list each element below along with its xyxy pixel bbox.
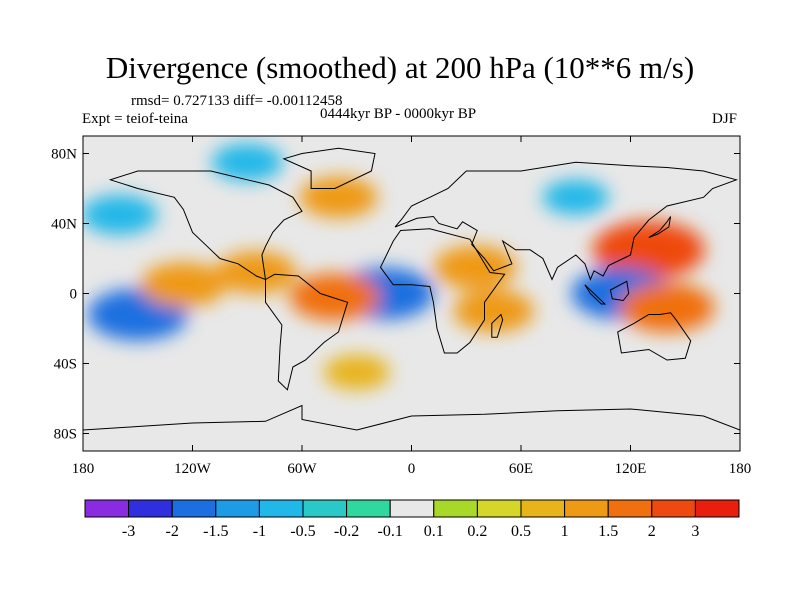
colorbar-label: 2 [648, 523, 656, 540]
colorbar-swatch [433, 499, 478, 518]
coastline-eurasia [394, 161, 739, 281]
y-tick-label: 80N [51, 147, 77, 163]
y-tick-label: 80S [54, 427, 77, 443]
y-tick-label: 0 [70, 287, 78, 303]
colorbar-label: -0.1 [378, 523, 403, 540]
coastline-sumatra [584, 284, 607, 305]
x-tick-label: 0 [408, 461, 416, 477]
colorbar-label: -1 [253, 523, 266, 540]
coastline-africa [379, 228, 506, 354]
y-tick-label: 40S [54, 357, 77, 373]
coastline-north-america [108, 170, 303, 281]
x-tick-label: 180 [72, 461, 95, 477]
colorbar-label: -1.5 [203, 523, 228, 540]
colorbar-swatch [694, 499, 740, 518]
chart-title: Divergence (smoothed) at 200 hPa (10**6 … [105, 50, 695, 85]
colorbar-label: -3 [122, 523, 135, 540]
coastline-japan [648, 216, 672, 238]
colorbar-label: 1 [561, 523, 569, 540]
feature-siberia-minimum [542, 179, 609, 215]
feature-north-pacific-minimum [83, 194, 158, 235]
feature-brazil-maximum [289, 273, 381, 321]
colorbar-swatch [215, 499, 260, 518]
colorbar-label: 0.5 [511, 523, 531, 540]
colorbar-swatch [564, 499, 609, 518]
experiment-label: Expt = teiof-teina [82, 111, 188, 127]
colorbar-swatch [651, 499, 696, 518]
coastline-borneo [609, 280, 630, 302]
colorbar-swatch [171, 499, 217, 518]
colorbar-label: 0.1 [424, 523, 444, 540]
colorbar-label: 0.2 [467, 523, 487, 540]
colorbar-swatch [84, 499, 130, 518]
field-blobs [83, 143, 715, 390]
x-tick-label: 120E [615, 461, 647, 477]
colorbar-swatch [607, 499, 653, 518]
colorbar-label: 1.5 [598, 523, 618, 540]
colorbar: -3 -2 -1.5 -1 -0.5 -0.2 -0.1 0.1 0.2 0.5 1 1.5 2 3 [84, 499, 740, 540]
coastline-madagascar [491, 313, 504, 338]
stats-label: rmsd= 0.727133 diff= -0.00112458 [131, 93, 343, 109]
feature-southern-africa-maximum [453, 289, 535, 333]
colorbar-swatch [389, 499, 435, 518]
x-tick-label: 180 [729, 461, 752, 477]
feature-central-america-maximum [215, 251, 297, 294]
coastlines [83, 147, 740, 431]
colorbar-swatch [302, 499, 348, 518]
feature-africa-indian-ocean-maximum [433, 245, 517, 290]
coastline-south-america [265, 273, 349, 391]
feature-northwest-pacific-maximum [592, 220, 705, 279]
feature-north-atlantic-maximum [299, 176, 378, 218]
colorbar-swatch [476, 499, 522, 518]
feature-arctic-canada-minimum [211, 143, 283, 182]
x-tick-label: 60E [509, 461, 533, 477]
coastline-antarctica [83, 404, 740, 431]
x-tick-label: 120W [174, 461, 212, 477]
y-tick-label: 40N [51, 217, 77, 233]
season-label: DJF [712, 111, 738, 127]
coastline-australia [617, 312, 692, 361]
colorbar-swatch [258, 499, 304, 518]
x-tick-label: 60W [287, 461, 317, 477]
colorbar-label: -0.5 [290, 523, 315, 540]
colorbar-swatch [128, 499, 173, 518]
colorbar-swatch [520, 499, 566, 518]
period-label: 0444kyr BP - 0000kyr BP [320, 106, 477, 122]
feature-indonesia-east-maximum [619, 282, 715, 333]
coastline-greenland [282, 147, 376, 189]
colorbar-label: 3 [691, 523, 699, 540]
map-area [83, 136, 740, 451]
feature-east-pacific-maximum [140, 262, 227, 308]
colorbar-label: -0.2 [334, 523, 359, 540]
colorbar-swatch [346, 499, 391, 518]
colorbar-label: -2 [166, 523, 179, 540]
feature-southern-ocean-maximum [323, 354, 390, 390]
axis-ticks: 180 120W 60W 0 60E 120E 180 80N 40N 0 40S 80S [51, 136, 751, 477]
